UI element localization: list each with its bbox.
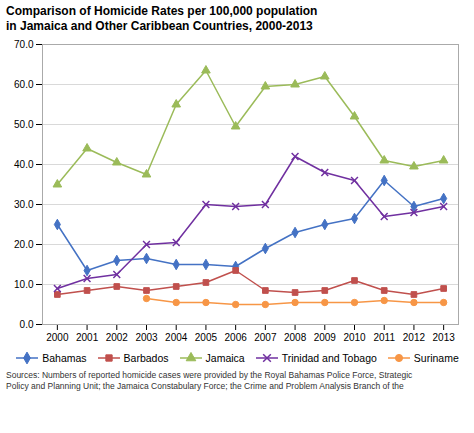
svg-text:10.0: 10.0 (14, 279, 34, 290)
svg-text:2008: 2008 (284, 332, 307, 343)
svg-text:60.0: 60.0 (14, 79, 34, 90)
html-text:Bahamas: Bahamas (42, 352, 87, 364)
svg-text:2000: 2000 (46, 332, 69, 343)
html-text:Jamaica: Jamaica (205, 352, 245, 364)
svg-text:2003: 2003 (135, 332, 158, 343)
svg-text:2013: 2013 (433, 332, 456, 343)
svg-text:2005: 2005 (195, 332, 218, 343)
html-text:Barbados: Barbados (123, 352, 169, 364)
svg-text:50.0: 50.0 (14, 119, 34, 130)
svg-text:2007: 2007 (254, 332, 277, 343)
svg-text:2009: 2009 (314, 332, 337, 343)
svg-text:40.0: 40.0 (14, 159, 34, 170)
svg-text:2006: 2006 (225, 332, 248, 343)
svg-text:2001: 2001 (76, 332, 99, 343)
html-text:Trinidad and Tobago: Trinidad and Tobago (281, 352, 377, 364)
svg-text:2004: 2004 (165, 332, 188, 343)
svg-text:2010: 2010 (343, 332, 366, 343)
html-text:Sources: Numbers of reported h: Sources: Numbers of reported homicide ca… (6, 370, 413, 391)
html-text:in Jamaica and Other Caribbean: in Jamaica and Other Caribbean Countries… (6, 19, 313, 33)
html-text:Comparison of Homicide Rates p: Comparison of Homicide Rates per 100,000… (6, 4, 318, 18)
svg-text:70.0: 70.0 (14, 39, 34, 50)
svg-text:0.0: 0.0 (20, 319, 34, 330)
svg-text:30.0: 30.0 (14, 199, 34, 210)
svg-text:2012: 2012 (403, 332, 426, 343)
svg-text:2002: 2002 (106, 332, 129, 343)
svg-text:20.0: 20.0 (14, 239, 34, 250)
html-text:Suriname: Suriname (413, 352, 459, 364)
svg-text:2011: 2011 (373, 332, 395, 343)
